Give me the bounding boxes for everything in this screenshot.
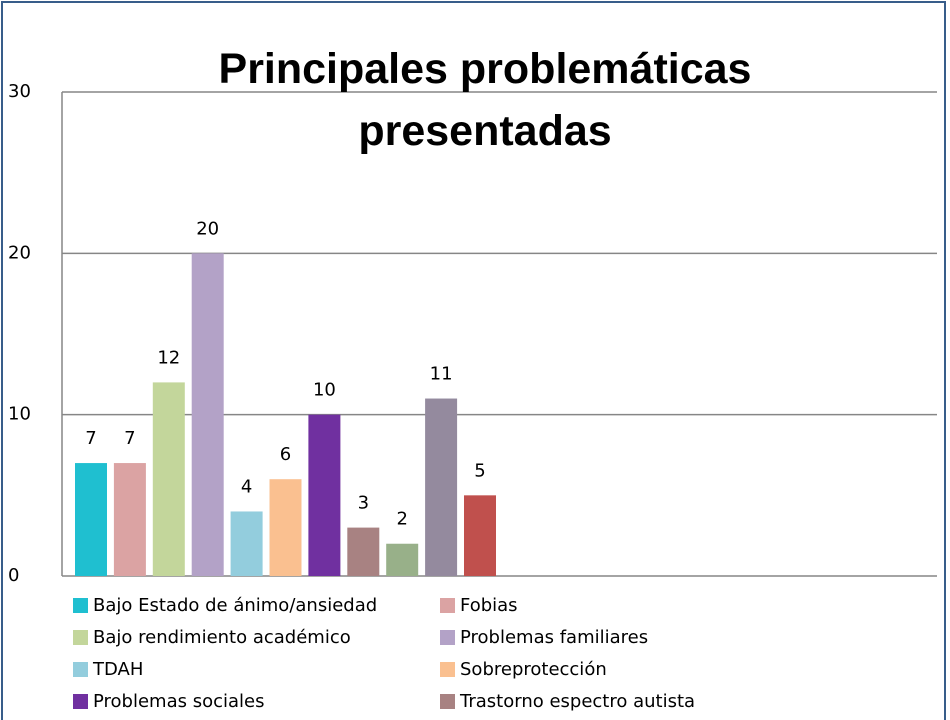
legend-label: Bajo rendimiento académico xyxy=(93,627,351,648)
legend-label: Problemas familiares xyxy=(460,627,648,648)
data-label: 10 xyxy=(313,380,336,401)
bar xyxy=(269,479,302,576)
y-tick-label: 0 xyxy=(8,565,19,586)
legend-label: Problemas sociales xyxy=(93,691,265,712)
legend-swatch xyxy=(440,694,455,709)
data-label: 2 xyxy=(396,509,407,530)
data-label: 20 xyxy=(196,218,219,239)
data-label: 4 xyxy=(241,476,252,497)
bar xyxy=(191,253,224,577)
legend-label: Fobias xyxy=(460,595,518,616)
bar xyxy=(75,463,107,576)
y-tick-label: 10 xyxy=(8,404,31,425)
legend-swatch xyxy=(440,630,455,645)
chart-title: Principales problemáticas presentadas xyxy=(218,45,752,155)
bar xyxy=(152,382,185,576)
bar xyxy=(386,543,419,576)
bar xyxy=(464,495,496,576)
legend-swatch xyxy=(73,598,88,613)
data-label: 5 xyxy=(474,460,485,481)
legend-swatch xyxy=(440,598,455,613)
data-label: 11 xyxy=(430,364,453,385)
bar xyxy=(113,463,146,576)
y-tick-label: 30 xyxy=(8,81,31,102)
legend-label: Bajo Estado de ánimo/ansiedad xyxy=(93,595,377,616)
bar xyxy=(230,511,263,576)
legend-label: Sobreprotección xyxy=(460,659,607,680)
bar xyxy=(425,398,458,576)
legend-label: TDAH xyxy=(92,659,143,680)
data-label: 12 xyxy=(157,347,180,368)
data-label: 3 xyxy=(358,493,369,514)
bar xyxy=(347,527,380,576)
data-label: 7 xyxy=(124,428,135,449)
legend-swatch xyxy=(440,662,455,677)
legend-swatch xyxy=(73,630,88,645)
y-tick-label: 20 xyxy=(8,242,31,263)
legend-swatch xyxy=(73,662,88,677)
legend-label: Trastorno espectro autista xyxy=(459,691,695,712)
data-label: 7 xyxy=(85,428,96,449)
bar xyxy=(308,414,341,576)
legend-swatch xyxy=(73,694,88,709)
data-label: 6 xyxy=(280,444,291,465)
